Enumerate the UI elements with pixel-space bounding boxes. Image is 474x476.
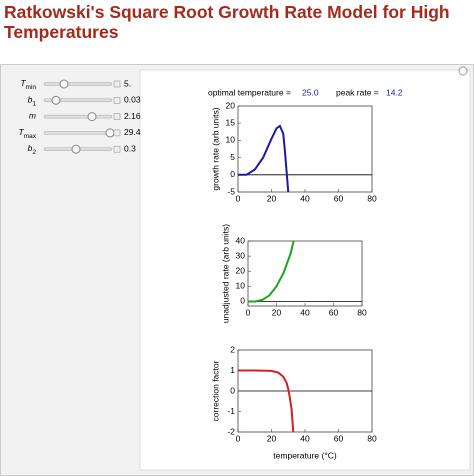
y-tick-label: 20: [236, 265, 246, 275]
x-tick-label: 60: [329, 307, 339, 317]
x-axis-label: temperature (°C): [273, 450, 337, 460]
slider-thumb[interactable]: [59, 79, 69, 89]
y-tick-label: 10: [226, 135, 236, 145]
control-row: Tmin 5.: [20, 78, 131, 90]
y-tick-label: 20: [226, 100, 236, 110]
slider-thumb[interactable]: [71, 144, 81, 154]
x-tick-label: 80: [367, 193, 377, 203]
title: Ratkowski's Square Root Growth Rate Mode…: [4, 2, 450, 42]
x-tick-label: 0: [236, 193, 241, 203]
x-tick-label: 60: [334, 193, 344, 203]
readout-optimal-value: 25.0: [302, 87, 319, 97]
control-symbol: T: [19, 127, 25, 137]
x-tick-label: 40: [300, 307, 310, 317]
y-tick-label: 40: [236, 235, 246, 245]
slider-thumb[interactable]: [51, 95, 61, 105]
control-symbol: b: [28, 143, 33, 153]
y-tick-label: 2: [230, 344, 235, 354]
slider-thumb[interactable]: [105, 128, 115, 138]
x-tick-label: 20: [267, 433, 277, 443]
y-tick-label: -1: [227, 406, 235, 416]
expand-button[interactable]: [113, 113, 121, 120]
control-subscript: min: [26, 84, 37, 91]
control-subscript: 2: [32, 149, 36, 156]
y-tick-label: -2: [227, 426, 235, 436]
control-value: 5.: [124, 78, 131, 88]
x-tick-label: 60: [334, 433, 344, 443]
x-tick-label: 80: [367, 433, 377, 443]
y-tick-label: 5: [230, 152, 235, 162]
y-tick-label: 0: [230, 169, 235, 179]
x-tick-label: 40: [300, 433, 310, 443]
control-symbol: m: [29, 111, 36, 121]
y-tick-label: 30: [236, 250, 246, 260]
curve: [238, 124, 290, 192]
x-tick-label: 20: [267, 193, 277, 203]
control-label: b2: [28, 143, 37, 155]
control-label: m: [29, 111, 36, 121]
readout-peak-value: 14.2: [386, 87, 403, 97]
control-row: m 2.16: [29, 111, 141, 122]
control-row: Tmax 29.4: [19, 127, 141, 139]
slider-track: [43, 114, 113, 119]
curve: [238, 369, 295, 432]
y-tick-label: -5: [227, 186, 235, 196]
control-subscript: max: [24, 133, 37, 140]
options-button[interactable]: [458, 66, 468, 76]
y-axis-label: growth rate (arb units): [210, 107, 220, 190]
slider-track: [43, 82, 113, 86]
x-tick-label: 40: [300, 193, 310, 203]
x-tick-label: 0: [236, 433, 241, 443]
control-label: Tmax: [19, 127, 37, 139]
y-axis-label: unadjusted rate (arb units): [220, 224, 230, 323]
control-row: b2 0.3: [28, 143, 136, 155]
readout-optimal-label: optimal temperature =: [208, 87, 291, 97]
y-tick-label: 0: [230, 385, 235, 395]
slider-track: [43, 98, 113, 103]
control-value: 0.3: [124, 143, 136, 153]
y-tick-label: 15: [226, 117, 236, 127]
slider-track: [43, 131, 113, 135]
plot-pane: [139, 69, 471, 471]
slider-thumb[interactable]: [87, 112, 97, 122]
control-value: 29.4: [124, 127, 141, 137]
control-value: 2.16: [124, 111, 141, 121]
x-tick-label: 20: [272, 307, 282, 317]
control-symbol: T: [20, 78, 26, 88]
expand-button[interactable]: [113, 145, 121, 153]
expand-button[interactable]: [113, 80, 121, 88]
y-tick-label: 10: [236, 281, 246, 291]
control-value: 0.03: [124, 95, 141, 105]
control-row: b1 0.03: [28, 95, 141, 107]
x-tick-label: 80: [357, 307, 367, 317]
control-label: b1: [28, 95, 37, 107]
x-tick-label: 0: [246, 307, 251, 317]
expand-button[interactable]: [113, 129, 121, 137]
control-label: Tmin: [20, 78, 36, 90]
readout-peak-label: peak rate =: [336, 87, 379, 97]
y-tick-label: 0: [240, 296, 245, 306]
y-tick-label: 1: [230, 365, 235, 375]
y-axis-label: correction factor: [210, 360, 220, 421]
control-symbol: b: [28, 95, 33, 105]
curve: [248, 241, 295, 303]
expand-button[interactable]: [113, 97, 121, 104]
control-subscript: 1: [32, 100, 36, 107]
